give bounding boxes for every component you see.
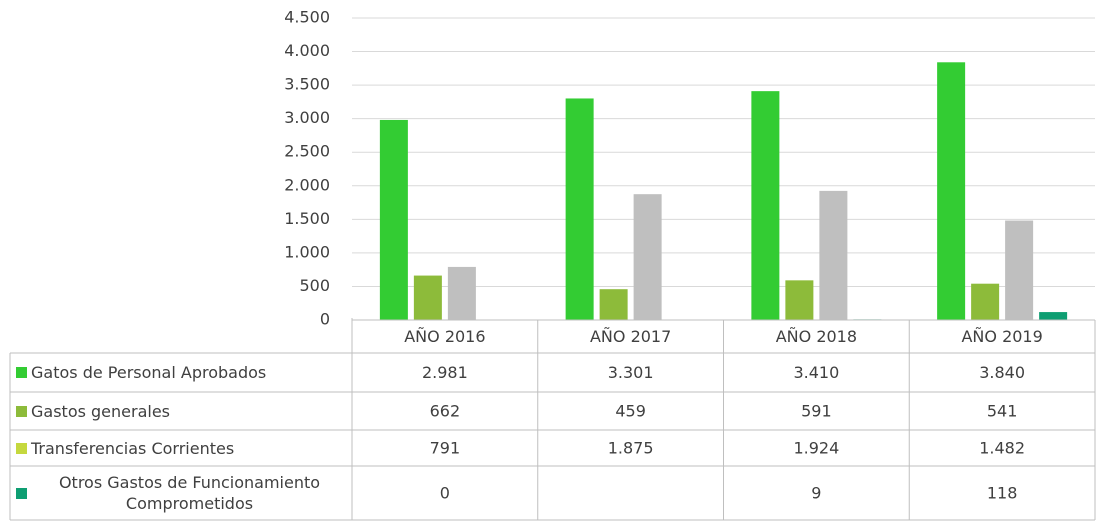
bar [751,91,780,320]
table-value: 9 [811,484,821,503]
legend-label: Transferencias Corrientes [31,438,235,458]
bar [1039,312,1068,320]
y-tick-label: 2.500 [284,142,330,161]
legend-key [16,442,27,454]
table-value: 1.482 [979,439,1025,458]
table-value: 459 [615,402,646,421]
legend-entry: Otros Gastos de Funcionamiento Compromet… [16,466,348,520]
bar [785,280,814,320]
legend-label: Gastos generales [31,401,171,421]
y-tick-label: 4.000 [284,41,330,60]
x-tick-label: AÑO 2016 [404,327,485,346]
bar [565,98,594,321]
table-value: 1.875 [608,439,654,458]
table-value: 0 [440,484,450,503]
bar [447,266,476,320]
bar [971,283,1000,320]
table-value: 791 [430,439,461,458]
table-value: 541 [987,402,1018,421]
bar [599,289,628,320]
table-value: 118 [987,484,1018,503]
legend-entry: Transferencias Corrientes [16,430,348,466]
table-value: 1.924 [793,439,839,458]
y-tick-label: 3.500 [284,75,330,94]
y-tick-label: 4.500 [284,8,330,27]
legend-label: Gatos de Personal Aprobados [31,363,267,382]
legend-label: Otros Gastos de Funcionamiento Compromet… [58,473,321,513]
table-value: 3.840 [979,363,1025,382]
table-value: 3.301 [608,363,654,382]
legend-key [16,487,27,499]
y-tick-label: 3.000 [284,108,330,127]
y-tick-label: 500 [299,276,330,295]
table-value: 3.410 [793,363,839,382]
bar [413,275,442,320]
bar [1005,220,1034,320]
bar [633,194,662,320]
table-value: 662 [430,402,461,421]
table-value: 591 [801,402,832,421]
table-value: 2.981 [422,363,468,382]
legend-entry: Gastos generales [16,392,348,430]
x-tick-label: AÑO 2019 [961,327,1042,346]
bar [379,119,408,321]
legend-entry: Gatos de Personal Aprobados [16,353,348,392]
y-tick-label: 2.000 [284,175,330,194]
bar [819,190,848,320]
legend-key [16,367,27,378]
y-tick-label: 0 [320,310,330,329]
y-tick-label: 1.500 [284,209,330,228]
x-tick-label: AÑO 2017 [590,327,671,346]
legend-key [16,405,27,417]
y-tick-label: 1.000 [284,242,330,261]
bar [937,62,966,320]
x-tick-label: AÑO 2018 [776,327,857,346]
